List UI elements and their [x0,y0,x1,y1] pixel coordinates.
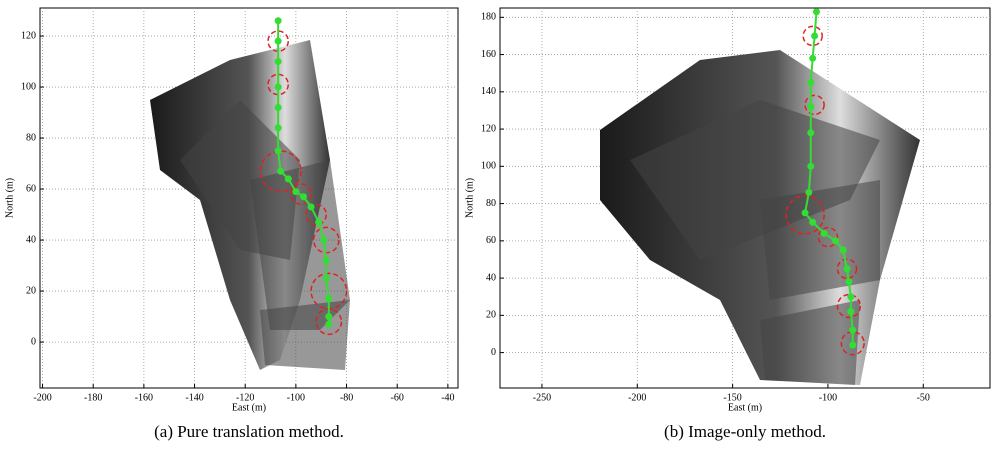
uncertainty-circle [817,226,839,248]
image-mosaic [260,300,350,370]
trajectory-point [807,129,815,137]
y-tick-label: 40 [486,272,496,283]
x-tick-label: -200 [628,392,646,403]
trajectory-point [845,278,853,286]
uncertainty-circle [290,183,312,206]
trajectory-point [807,103,815,111]
uncertainty-circle [267,30,290,53]
y-tick-label: 0 [31,336,36,347]
y-tick-label: 80 [26,132,36,143]
uncertainty-circle [840,331,865,356]
uncertainty-circle [804,94,825,116]
trajectory-point [809,218,817,226]
y-tick-label: 0 [491,347,496,358]
trajectory-point [849,341,857,349]
y-axis-label: North (m) [4,178,15,218]
trajectory-point [274,58,282,66]
trajectory-point [307,203,315,211]
plots: -200 -180 -160 -140 -120 -100 -80 -60 -40 0 20 40 60… [4,7,991,441]
y-tick-label: 120 [481,123,496,134]
trajectory-point [299,193,307,201]
trajectory-point [274,103,282,111]
uncertainty-circle [305,203,328,226]
caption: (b) Image-only method. [664,422,826,441]
trajectory-point [274,147,282,155]
uncertainty-circle [259,150,302,193]
x-tick-label: -50 [917,392,930,403]
trajectory-point [322,274,330,282]
trajectory-point [847,293,855,301]
x-tick-label: -150 [723,392,741,403]
y-tick-label: 160 [481,49,496,60]
trajectory-point [812,8,820,16]
y-tick-label: 80 [486,198,496,209]
trajectory-point [320,236,328,244]
uncertainty-circle [802,25,823,47]
trajectory-point [274,124,282,132]
y-tick-label: 60 [26,183,36,194]
x-tick-label: -200 [33,392,51,403]
image-mosaic [760,300,860,385]
y-tick-label: 100 [481,161,496,172]
trajectory-point [849,326,857,334]
x-axis-label: East (m) [728,402,762,413]
x-tick-label: -60 [391,392,404,403]
trajectory-point [322,256,330,264]
trajectory-point [284,175,292,183]
image-mosaic [630,100,880,260]
y-tick-label: 60 [486,235,496,246]
y-tick-label: 140 [481,86,496,97]
uncertainty-circle [836,258,858,280]
image-mosaic [250,160,350,330]
trajectory-point [325,320,333,328]
image-mosaic [760,180,880,300]
x-tick-label: -40 [441,392,454,403]
trajectory-point [843,265,851,273]
trajectory-point [811,32,819,40]
trajectory-point [801,209,809,217]
x-tick-label: -100 [819,392,837,403]
plot: -200 -180 -160 -140 -120 -100 -80 -60 -40 0 20 40 60… [4,7,459,441]
x-tick-label: -160 [135,392,153,403]
trajectory-point [325,295,333,303]
y-tick-label: 20 [486,310,496,321]
y-tick-label: 180 [481,12,496,23]
y-tick-label: 120 [21,30,36,41]
plot: -250 -200 -150 -100 -50 0 20 40 60 80 100 120 140 160… [464,7,991,441]
x-tick-label: -120 [236,392,254,403]
x-tick-label: -250 [533,392,551,403]
trajectory-point [277,167,285,175]
trajectory-point [820,229,828,237]
x-tick-label: -80 [340,392,353,403]
trajectory-point [805,188,813,196]
uncertainty-circle [267,73,290,96]
trajectory-point [847,308,855,316]
y-axis-label: North (m) [464,178,475,218]
x-tick-label: -140 [185,392,203,403]
trajectory-point [807,162,815,170]
trajectory-point [807,79,815,87]
uncertainty-circle [836,293,862,319]
trajectory-point [325,313,333,321]
y-tick-label: 20 [26,285,36,296]
y-tick-label: 40 [26,234,36,245]
trajectory-point [274,37,282,45]
x-tick-label: -180 [84,392,102,403]
trajectory-point [274,83,282,91]
trajectory-point [839,246,847,254]
trajectory-point [274,17,282,25]
y-tick-label: 100 [21,81,36,92]
x-axis-label: East (m) [232,402,266,413]
uncertainty-circle [785,194,825,235]
trajectory-point [809,54,817,62]
x-tick-label: -100 [287,392,305,403]
trajectory-point [315,218,323,226]
trajectory-point [832,237,840,245]
trajectory-point [292,188,300,196]
caption: (a) Pure translation method. [154,422,344,441]
